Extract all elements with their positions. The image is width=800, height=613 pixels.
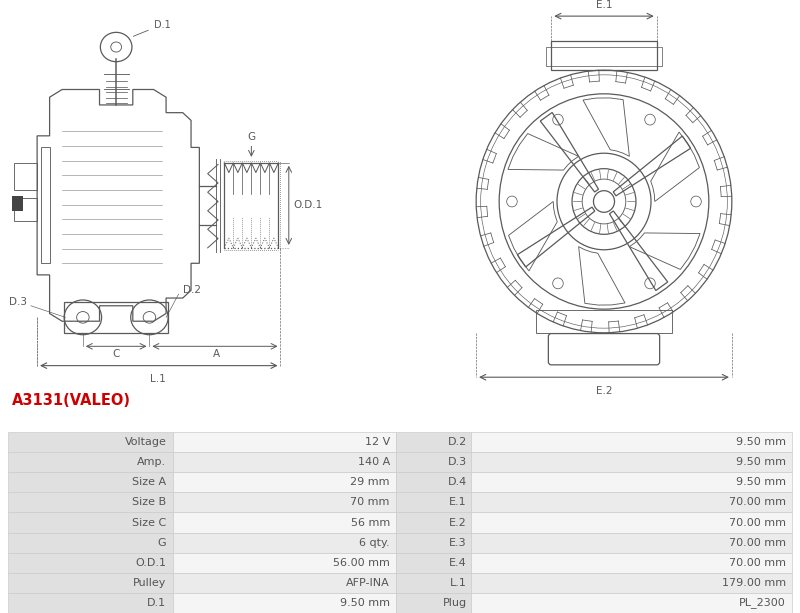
Bar (8, 432, 173, 452)
Text: 9.50 mm: 9.50 mm (736, 457, 786, 467)
Bar (470, 553, 792, 573)
Text: 70.00 mm: 70.00 mm (729, 558, 786, 568)
Bar (396, 553, 470, 573)
Bar (173, 553, 396, 573)
Bar (173, 512, 396, 533)
Bar (173, 472, 396, 492)
Bar (470, 432, 792, 452)
Text: A3131(VALEO): A3131(VALEO) (12, 394, 131, 408)
Text: 70.00 mm: 70.00 mm (729, 517, 786, 528)
Bar (14, 197, 37, 221)
Bar (396, 432, 470, 452)
Text: L.1: L.1 (150, 374, 166, 384)
Text: 9.50 mm: 9.50 mm (340, 598, 390, 608)
Text: AFP-INA: AFP-INA (346, 578, 390, 588)
Text: Size C: Size C (132, 517, 166, 528)
Bar (396, 533, 470, 553)
Bar (12, 196, 22, 211)
Text: D.1: D.1 (147, 598, 166, 608)
Text: 70.00 mm: 70.00 mm (729, 497, 786, 508)
Text: D.1: D.1 (134, 20, 170, 36)
Text: 9.50 mm: 9.50 mm (736, 478, 786, 487)
Bar (546, 47, 662, 66)
Bar (396, 593, 470, 613)
Bar (470, 512, 792, 533)
Bar (470, 593, 792, 613)
Text: PL_2300: PL_2300 (739, 598, 786, 608)
Text: D.4: D.4 (447, 478, 466, 487)
Bar (173, 573, 396, 593)
Text: 70.00 mm: 70.00 mm (729, 538, 786, 547)
Text: E.2: E.2 (596, 386, 612, 396)
Text: Size B: Size B (132, 497, 166, 508)
Text: E.1: E.1 (449, 497, 466, 508)
Text: G: G (247, 132, 255, 142)
Text: 12 V: 12 V (365, 437, 390, 447)
Text: 6 qty.: 6 qty. (359, 538, 390, 547)
Bar (470, 492, 792, 512)
Bar (8, 452, 173, 472)
Text: C: C (113, 349, 120, 359)
Bar (8, 573, 173, 593)
Text: A: A (213, 349, 219, 359)
Text: Pulley: Pulley (133, 578, 166, 588)
Bar (396, 512, 470, 533)
Bar (470, 533, 792, 553)
Text: G: G (158, 538, 166, 547)
Text: O.D.1: O.D.1 (293, 200, 322, 210)
Bar (536, 310, 672, 333)
Bar (8, 553, 173, 573)
Bar (8, 492, 173, 512)
Bar (8, 533, 173, 553)
Bar (396, 452, 470, 472)
Bar (173, 492, 396, 512)
Text: D.3: D.3 (9, 297, 26, 307)
Text: D.2: D.2 (447, 437, 466, 447)
Text: Size A: Size A (132, 478, 166, 487)
Bar (470, 472, 792, 492)
Text: 70 mm: 70 mm (350, 497, 390, 508)
Bar (64, 302, 168, 333)
Text: Voltage: Voltage (125, 437, 166, 447)
Bar (551, 41, 657, 70)
Text: E.1: E.1 (596, 0, 612, 10)
Bar (14, 163, 37, 190)
Text: L.1: L.1 (450, 578, 466, 588)
Bar (396, 492, 470, 512)
Text: 56 mm: 56 mm (350, 517, 390, 528)
Bar (173, 533, 396, 553)
Text: E.3: E.3 (449, 538, 466, 547)
Text: 9.50 mm: 9.50 mm (736, 437, 786, 447)
Text: 56.00 mm: 56.00 mm (333, 558, 390, 568)
Text: O.D.1: O.D.1 (135, 558, 166, 568)
Text: 179.00 mm: 179.00 mm (722, 578, 786, 588)
Bar (396, 472, 470, 492)
Bar (173, 452, 396, 472)
Text: 29 mm: 29 mm (350, 478, 390, 487)
Bar (173, 593, 396, 613)
Bar (8, 472, 173, 492)
Text: 140 A: 140 A (358, 457, 390, 467)
Bar (8, 593, 173, 613)
Text: Amp.: Amp. (138, 457, 166, 467)
Text: Plug: Plug (442, 598, 466, 608)
Text: E.2: E.2 (449, 517, 466, 528)
Bar (396, 573, 470, 593)
Bar (8, 512, 173, 533)
Text: D.3: D.3 (447, 457, 466, 467)
Bar (470, 452, 792, 472)
Text: E.4: E.4 (449, 558, 466, 568)
Bar (173, 432, 396, 452)
Text: D.2: D.2 (182, 285, 201, 295)
Bar (470, 573, 792, 593)
